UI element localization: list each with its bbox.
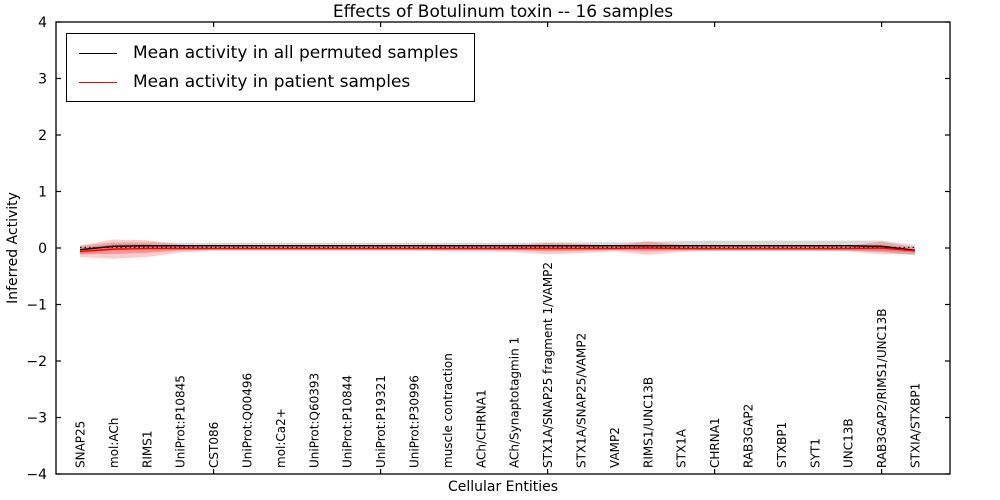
- y-tick-label: −4: [26, 467, 47, 483]
- y-tick-label: 3: [38, 72, 47, 88]
- x-category-label: muscle contraction: [441, 353, 455, 468]
- y-tick-label: 1: [38, 185, 47, 201]
- legend-item-patient: Mean activity in patient samples: [75, 72, 458, 92]
- chart-title: Effects of Botulinum toxin -- 16 samples: [332, 2, 674, 22]
- legend-label: Mean activity in patient samples: [133, 72, 411, 92]
- x-category-label: UniProt:Q60393: [307, 373, 321, 468]
- legend: Mean activity in all permuted samples Me…: [66, 33, 476, 102]
- legend-line-sample-black: [79, 52, 117, 54]
- x-category-label: CHRNA1: [708, 417, 722, 468]
- x-category-label: UniProt:Q00496: [241, 373, 255, 468]
- x-category-label: UniProt:P30996: [408, 375, 422, 468]
- x-category-label: ACh/CHRNA1: [474, 389, 488, 468]
- x-category-label: UNC13B: [842, 418, 856, 468]
- x-axis-label: Cellular Entities: [447, 479, 559, 495]
- y-tick-label: 4: [38, 15, 47, 31]
- x-category-label: STXIA/STXBP1: [909, 383, 923, 468]
- x-category-label: RAB3GAP2: [742, 404, 756, 468]
- legend-item-permuted: Mean activity in all permuted samples: [75, 43, 458, 63]
- legend-label: Mean activity in all permuted samples: [133, 43, 459, 63]
- x-category-label: UniProt:P10845: [174, 375, 188, 468]
- x-category-label: RAB3GAP2/RIMS1/UNC13B: [875, 308, 889, 468]
- x-category-label: RIMS1: [140, 431, 154, 468]
- series-line-0: [79, 245, 916, 251]
- x-category-label: STX1A: [675, 428, 689, 468]
- x-category-label: SNAP25: [74, 421, 88, 468]
- x-category-label: CST086: [207, 422, 221, 468]
- x-category-label: STXBP1: [775, 422, 789, 468]
- y-tick-label: −3: [26, 411, 47, 427]
- patient-samples-spread-band: [80, 244, 915, 255]
- x-category-label: UniProt:P10844: [341, 375, 355, 468]
- x-category-label: VAMP2: [608, 427, 622, 468]
- y-tick-label: 2: [38, 128, 47, 144]
- x-category-label: mol:Ca2+: [274, 408, 288, 468]
- x-category-label: UniProt:P19321: [374, 375, 388, 468]
- x-category-label: mol:ACh: [107, 418, 121, 468]
- y-axis-label: Inferred Activity: [5, 192, 21, 304]
- x-category-label: RIMS1/UNC13B: [641, 377, 655, 468]
- y-tick-label: −2: [26, 354, 47, 370]
- y-tick-label: −1: [26, 298, 47, 314]
- x-category-label: ACh/Synaptotagmin 1: [508, 337, 522, 468]
- x-category-label: STX1A/SNAP25/VAMP2: [575, 333, 589, 468]
- x-category-label: STX1A/SNAP25 fragment 1/VAMP2: [541, 262, 555, 468]
- y-tick-label: 0: [38, 241, 47, 257]
- x-category-label: SYT1: [808, 438, 822, 468]
- series-line-1: [79, 247, 916, 253]
- legend-line-sample-red: [79, 81, 117, 83]
